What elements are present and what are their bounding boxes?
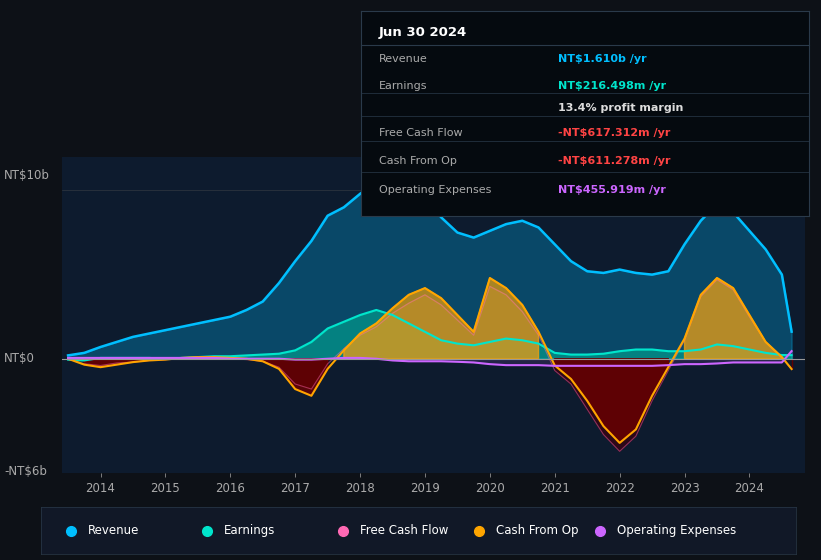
Text: 13.4% profit margin: 13.4% profit margin bbox=[558, 103, 684, 113]
Text: Cash From Op: Cash From Op bbox=[496, 524, 578, 537]
Text: NT$0: NT$0 bbox=[4, 352, 35, 365]
Text: Free Cash Flow: Free Cash Flow bbox=[360, 524, 448, 537]
Text: Jun 30 2024: Jun 30 2024 bbox=[379, 26, 467, 39]
Text: Earnings: Earnings bbox=[224, 524, 275, 537]
Text: Earnings: Earnings bbox=[379, 81, 428, 91]
Text: -NT$617.312m /yr: -NT$617.312m /yr bbox=[558, 128, 671, 138]
Text: Revenue: Revenue bbox=[379, 54, 428, 64]
Text: Operating Expenses: Operating Expenses bbox=[379, 185, 492, 195]
Text: NT$10b: NT$10b bbox=[4, 169, 50, 182]
Text: Operating Expenses: Operating Expenses bbox=[617, 524, 736, 537]
Text: Cash From Op: Cash From Op bbox=[379, 156, 457, 166]
Text: NT$1.610b /yr: NT$1.610b /yr bbox=[558, 54, 647, 64]
Text: NT$455.919m /yr: NT$455.919m /yr bbox=[558, 185, 666, 195]
Text: Revenue: Revenue bbox=[88, 524, 140, 537]
Text: Free Cash Flow: Free Cash Flow bbox=[379, 128, 463, 138]
Text: -NT$6b: -NT$6b bbox=[4, 465, 47, 478]
Text: -NT$611.278m /yr: -NT$611.278m /yr bbox=[558, 156, 671, 166]
Text: NT$216.498m /yr: NT$216.498m /yr bbox=[558, 81, 666, 91]
